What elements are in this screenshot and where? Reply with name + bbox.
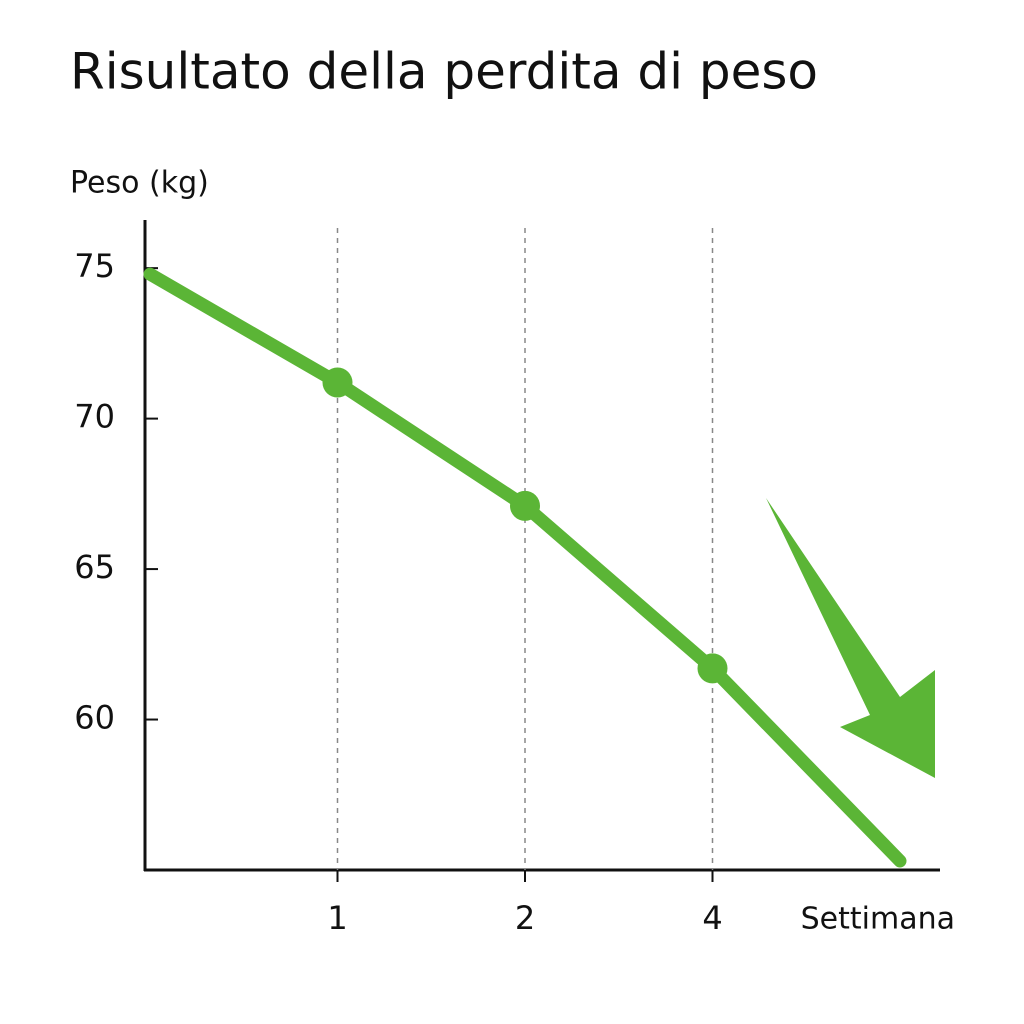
chart-title: Risultato della perdita di peso <box>70 43 818 101</box>
y-tick-label: 75 <box>74 247 115 285</box>
x-tick-label: 1 <box>327 899 347 937</box>
y-tick-label: 60 <box>74 699 115 737</box>
trend-arrow <box>766 498 935 778</box>
x-tick-label: 2 <box>515 899 535 937</box>
x-axis-label: Settimana <box>801 902 955 937</box>
y-tick-label: 65 <box>74 548 115 586</box>
point <box>510 490 540 521</box>
x-tick-label: 4 <box>702 899 722 937</box>
point <box>697 653 728 684</box>
y-axis-label: Peso (kg) <box>70 166 209 201</box>
point <box>322 367 353 398</box>
y-tick-label: 70 <box>74 398 115 436</box>
